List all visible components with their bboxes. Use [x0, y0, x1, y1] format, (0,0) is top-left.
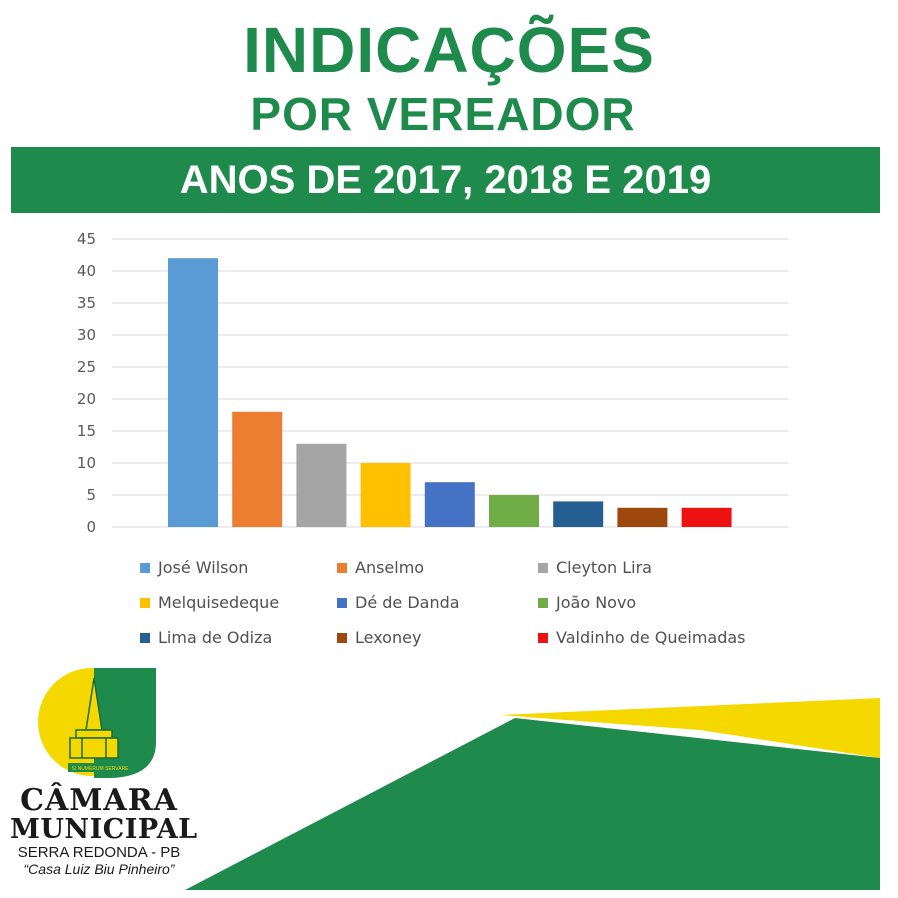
legend-swatch	[140, 632, 150, 643]
legend-item: Anselmo	[337, 556, 424, 580]
legend-item: Dé de Danda	[337, 591, 460, 615]
y-tick-label: 20	[77, 390, 96, 408]
bar-5	[489, 495, 539, 527]
logo-pedestal-icon	[75, 729, 113, 739]
logo-motto-ribbon	[68, 763, 132, 772]
logo-text-camara: CÂMARA	[20, 783, 178, 818]
legend-item: Lima de Odiza	[140, 626, 272, 650]
bar-8	[681, 507, 732, 527]
logo-caption: CÂMARA MUNICIPAL SERRA REDONDA - PB “Cas…	[10, 783, 198, 878]
legend-item: Melquisedeque	[140, 591, 279, 615]
legend-swatch	[337, 597, 347, 608]
y-tick-label: 25	[77, 358, 96, 376]
y-tick-label: 5	[86, 486, 96, 504]
legend-item: Cleyton Lira	[538, 556, 652, 580]
legend-label: Anselmo	[355, 558, 425, 577]
logo-text-city: SERRA REDONDA - PB	[17, 844, 181, 861]
legend-label: Dé de Danda	[355, 593, 460, 612]
legend-swatch	[337, 562, 347, 573]
legend-label: Cleyton Lira	[556, 558, 652, 577]
legend-label: Valdinho de Queimadas	[556, 628, 746, 647]
bar-6	[553, 501, 604, 527]
bar-7	[617, 507, 668, 527]
yellow-stripe	[500, 698, 880, 758]
bar-0	[168, 258, 218, 527]
legend-item: José Wilson	[140, 556, 248, 580]
legend-item: Valdinho de Queimadas	[538, 626, 746, 650]
y-tick-label: 40	[77, 262, 96, 280]
legend-swatch	[140, 562, 150, 573]
y-tick-label: 30	[77, 326, 96, 344]
decorative-shapes	[185, 698, 880, 890]
bar-3	[360, 463, 411, 527]
y-tick-label: 15	[77, 422, 96, 440]
y-tick-label: 45	[77, 230, 96, 248]
legend-item: João Novo	[538, 591, 636, 615]
bar-1	[232, 411, 283, 527]
legend-label: Lexoney	[355, 628, 422, 647]
y-tick-label: 0	[86, 518, 96, 536]
logo-motto: SI NUMERUM SERVARE	[71, 766, 129, 772]
legend-label: José Wilson	[158, 558, 249, 577]
logo-base-icon	[69, 737, 119, 759]
legend-label: Melquisedeque	[158, 593, 280, 612]
y-tick-label: 10	[77, 454, 96, 472]
legend-swatch	[337, 632, 347, 643]
legend-label: Lima de Odiza	[158, 628, 273, 647]
page-subtitle: POR VEREADOR	[250, 88, 636, 140]
year-banner: ANOS DE 2017, 2018 E 2019	[11, 147, 880, 213]
bar-2	[296, 443, 347, 527]
legend-swatch	[538, 632, 548, 643]
y-tick-label: 35	[77, 294, 96, 312]
bar-4	[424, 482, 475, 527]
legend-label: João Novo	[556, 593, 637, 612]
year-banner-text: ANOS DE 2017, 2018 E 2019	[179, 158, 712, 202]
legend-item: Lexoney	[337, 626, 421, 650]
page-title: INDICAÇÕES	[243, 14, 655, 86]
logo-text-municipal: MUNICIPAL	[10, 814, 198, 845]
legend-swatch	[538, 597, 548, 608]
bar-chart: 0 5 10 15 20 25 30 35 40 45	[77, 230, 788, 536]
green-triangle	[185, 718, 880, 890]
legend-swatch	[538, 562, 548, 573]
logo-shield-icon	[94, 668, 156, 778]
legend-swatch	[140, 597, 150, 608]
chamber-logo: SI NUMERUM SERVARE	[38, 668, 156, 778]
logo-text-house: “Casa Luiz Biu Pinheiro”	[23, 861, 175, 877]
